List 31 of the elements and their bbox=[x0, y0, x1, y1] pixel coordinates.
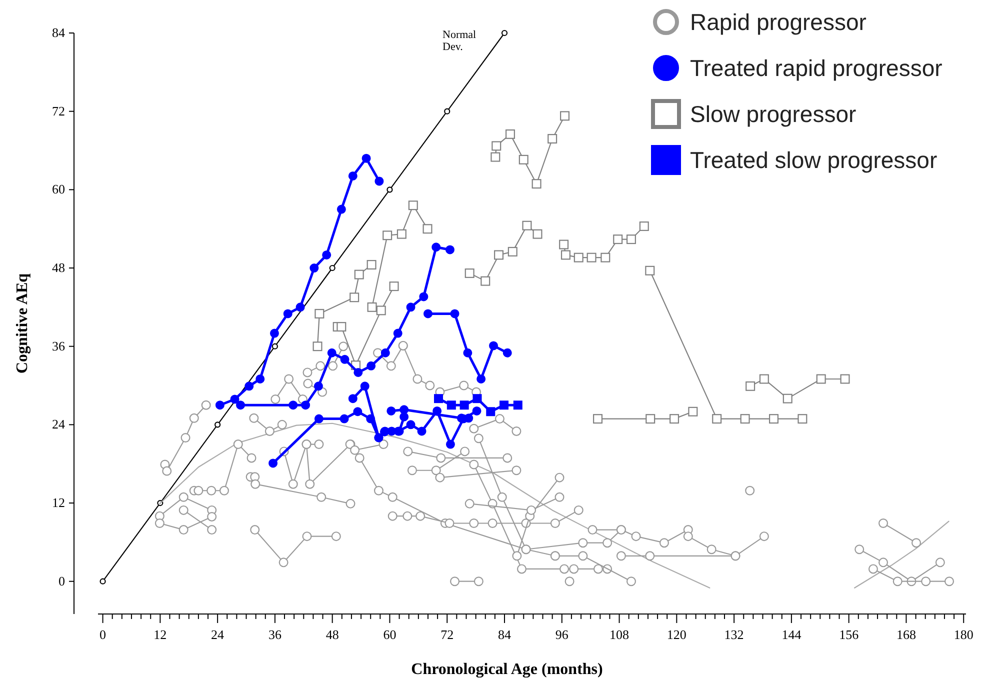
legend-label: Treated rapid progressor bbox=[690, 55, 943, 81]
x-tick-label: 180 bbox=[954, 627, 974, 642]
x-tick-label: 108 bbox=[610, 627, 630, 642]
x-tick-label: 24 bbox=[211, 627, 225, 642]
x-tick-label: 120 bbox=[666, 627, 686, 642]
x-tick-label: 84 bbox=[498, 627, 512, 642]
x-tick-label: 48 bbox=[326, 627, 339, 642]
y-axis-title: Cognitive AEq bbox=[14, 273, 31, 374]
x-axis-title: Chronological Age (months) bbox=[411, 661, 603, 678]
x-tick-label: 60 bbox=[383, 627, 396, 642]
x-tick-label: 132 bbox=[724, 627, 744, 642]
y-tick-label: 84 bbox=[52, 25, 66, 40]
x-tick-label: 144 bbox=[782, 627, 802, 642]
x-tick-label: 0 bbox=[100, 627, 106, 642]
legend-label: Rapid progressor bbox=[690, 9, 867, 35]
y-tick-label: 72 bbox=[52, 103, 65, 118]
legend-label: Treated slow progressor bbox=[690, 147, 938, 173]
annotation: Normal Dev. bbox=[442, 29, 476, 53]
x-tick-label: 12 bbox=[154, 627, 167, 642]
x-tick-label: 96 bbox=[555, 627, 569, 642]
y-tick-label: 48 bbox=[52, 260, 65, 276]
y-tick-label: 36 bbox=[52, 338, 66, 354]
legend-label: Slow progressor bbox=[690, 101, 857, 127]
y-tick-label: 24 bbox=[52, 416, 66, 432]
y-tick-label: 12 bbox=[52, 495, 65, 510]
x-tick-label: 36 bbox=[268, 627, 282, 642]
y-tick-label: 0 bbox=[58, 573, 65, 588]
x-tick-label: 168 bbox=[896, 627, 916, 642]
y-tick-label: 60 bbox=[52, 182, 65, 197]
x-tick-label: 156 bbox=[839, 627, 860, 642]
x-tick-label: 72 bbox=[440, 627, 454, 642]
